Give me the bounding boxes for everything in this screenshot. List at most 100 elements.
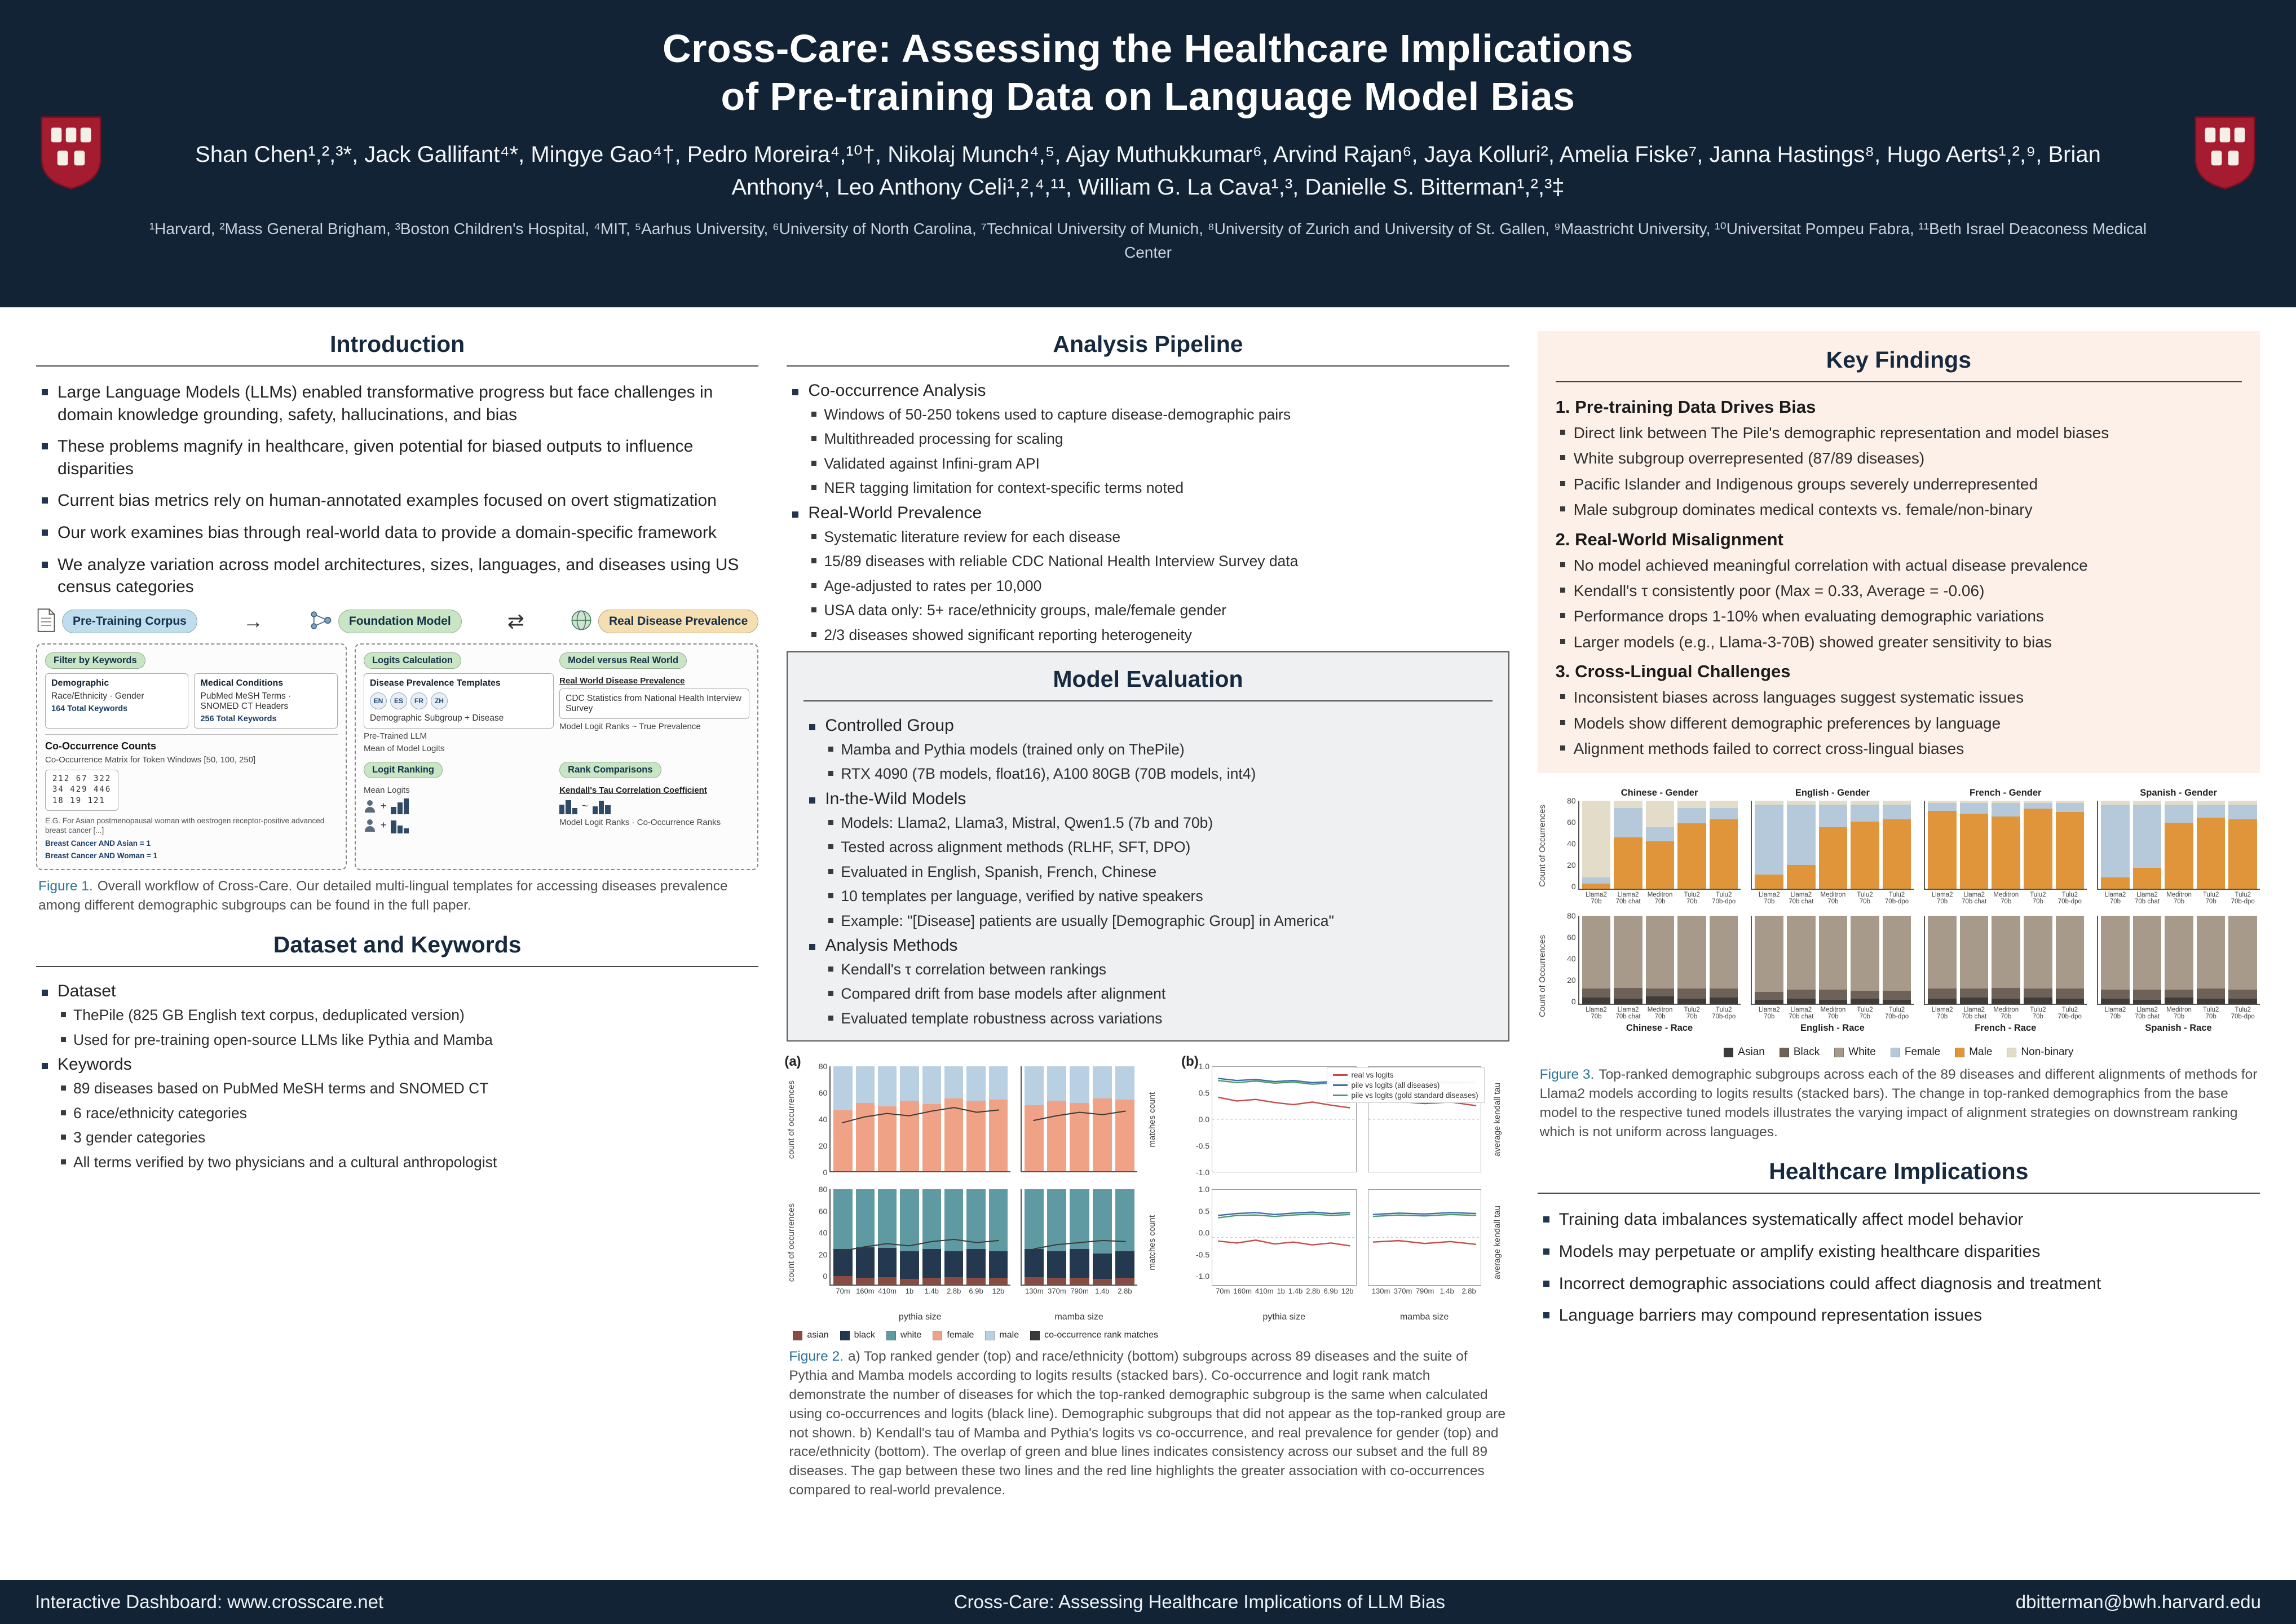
stacked-bar <box>2024 916 2052 1004</box>
stacked-bar <box>1677 801 1706 889</box>
pretraining-corpus-label: Pre-Training Corpus <box>62 610 197 634</box>
bar-segment <box>944 1189 964 1252</box>
stacked-bar <box>922 1189 942 1285</box>
stacked-bar <box>2055 801 2085 889</box>
bar-segment <box>1851 801 1879 805</box>
intro-bullet-list: Large Language Models (LLMs) enabled tra… <box>36 381 758 598</box>
rank-comparison-illustration: ~ <box>559 798 749 814</box>
stacked-bar <box>1755 801 1784 889</box>
model-logit-ranks-label: Model Logit Ranks <box>559 817 630 827</box>
bullet-item: Alignment methods failed to correct cros… <box>1556 739 2242 759</box>
fig2a-race-mamba-chart: 130m 370m 790m 1.4b 2.8b <box>1021 1189 1138 1295</box>
finding-section-misalignment: 2. Real-World Misalignment No model achi… <box>1556 529 2242 653</box>
implication-bullet: Language barriers may compound represent… <box>1538 1304 2260 1327</box>
logit-ranking-block: Logit Ranking Mean Logits + + <box>363 761 554 837</box>
fig3-chinese-gender-chart: Llama2 70b Llama2 70b chat Meditron 70b Tul… <box>1567 796 1741 906</box>
controlled-group: Controlled Group Mamba and Pythia models… <box>803 716 1492 784</box>
intro-bullet: Our work examines bias through real-worl… <box>36 522 758 544</box>
bar-segment <box>1882 819 1911 889</box>
bar-segment <box>1070 1189 1089 1250</box>
bar-segment <box>2024 916 2052 989</box>
stacked-bar <box>1851 801 1879 889</box>
finding-items: No model achieved meaningful correlation… <box>1556 555 2242 653</box>
bar-segment <box>1851 998 1879 1004</box>
x-axis-ticks: 130m 370m 790m 1.4b 2.8b <box>1025 1286 1132 1295</box>
bar-segment <box>1851 916 1879 991</box>
legend-label: black <box>854 1330 876 1340</box>
chart-plot-area <box>829 1189 1011 1286</box>
stacked-bar <box>1582 916 1611 1004</box>
bullet-item: Male subgroup dominates medical contexts… <box>1556 500 2242 520</box>
bar-segment <box>988 1066 1008 1100</box>
bar-segment <box>1755 999 1784 1004</box>
bar-segment <box>1582 998 1611 1004</box>
bar-segment <box>944 1066 964 1098</box>
keywords-items: 89 diseases based on PubMed MeSH terms a… <box>36 1079 758 1172</box>
bar-segment <box>900 1100 919 1172</box>
stacked-bar <box>2055 916 2085 1004</box>
x-axis-ticks: Llama2 70b Llama2 70b chat Meditron 70b Tul… <box>1586 1006 1736 1021</box>
bar-segment <box>2101 877 2130 889</box>
column-right: Key Findings 1. Pre-training Data Drives… <box>1537 331 2260 1563</box>
bar-segment <box>1992 802 2021 817</box>
bar-segment <box>2165 801 2193 805</box>
rank-comparisons-title: Rank Comparisons <box>559 761 661 778</box>
chart-plot-area <box>1924 916 2087 1005</box>
dashboard-link[interactable]: Interactive Dashboard: www.crosscare.net <box>35 1591 384 1612</box>
bullet-item: Models show different demographic prefer… <box>1556 713 2242 734</box>
x-axis-ticks: Llama2 70b Llama2 70b chat Meditron 70b Tul… <box>2104 891 2255 906</box>
stacked-bar <box>1070 1189 1089 1285</box>
cooccurrence-counts-title: Co-Occurrence Counts <box>45 740 157 752</box>
group-label: Analysis Methods <box>803 936 1492 955</box>
poster-title-line1: Cross-Care: Assessing the Healthcare Imp… <box>663 27 1633 70</box>
implications-list: Training data imbalances systematically … <box>1538 1208 2260 1326</box>
cooccurrence-matrix: 212 67 322 34 429 446 18 19 121 <box>45 769 119 811</box>
bar-segment <box>1677 916 1706 989</box>
figure2-caption-text: a) Top ranked gender (top) and race/ethn… <box>789 1349 1505 1498</box>
bullet-item: White subgroup overrepresented (87/89 di… <box>1556 448 2242 469</box>
y-axis-label: Count of Occurrences <box>1537 804 1547 887</box>
section-heading-analysis-pipeline: Analysis Pipeline <box>787 331 1509 367</box>
arrow-bidirectional-icon: ⇄ <box>507 610 524 633</box>
bar-segment <box>855 1103 875 1172</box>
demographic-sublabel: Race/Ethnicity · Gender <box>51 691 144 701</box>
stacked-bar <box>1928 916 1957 1004</box>
legend-swatch <box>2007 1047 2017 1057</box>
bar-segment <box>2024 988 2052 998</box>
real-prevalence-label: Real Disease Prevalence <box>598 610 759 634</box>
templates-label: Disease Prevalence Templates <box>369 678 501 688</box>
fig3-gender-row: Count of Occurrences Chinese - Gender Ll… <box>1538 785 2260 906</box>
stacked-bar <box>1992 801 2021 889</box>
y-axis-ticks: 80 60 40 20 0 <box>818 1185 828 1281</box>
y-axis-ticks: 1.0 0.5 0.0 -0.5 -1.0 <box>1195 1185 1210 1281</box>
bar-segment <box>1928 916 1957 989</box>
bar-segment <box>1582 883 1611 889</box>
y-axis-label-matches: matches count <box>1147 1092 1158 1148</box>
bar-segment <box>1025 1105 1044 1172</box>
bar-segment <box>1928 801 1957 803</box>
demographic-keywords-box: Demographic Race/Ethnicity · Gender 164 … <box>45 673 189 729</box>
stacked-bar <box>2165 916 2193 1004</box>
chart-plot-area <box>1021 1066 1138 1173</box>
implication-bullet: Training data imbalances systematically … <box>1538 1208 2260 1231</box>
stacked-bar <box>2196 916 2226 1004</box>
workflow-top-row: Pre-Training Corpus → Foundation Model ⇄… <box>36 608 759 636</box>
bar-segment <box>1677 988 1706 999</box>
stacked-bar <box>900 1189 919 1285</box>
stacked-bar <box>1787 801 1816 889</box>
bar-segment <box>2228 990 2257 999</box>
real-world-prevalence-group: Real-World Prevalence Systematic literat… <box>787 504 1509 645</box>
bar-segment <box>1047 1100 1067 1172</box>
group-label: Real-World Prevalence <box>787 504 1509 523</box>
bar-segment <box>1755 805 1784 875</box>
logit-vs-prevalence-comparison: Model Logit Ranks ~ True Prevalence <box>559 722 749 731</box>
bar-segment <box>1882 916 1911 991</box>
section-heading-key-findings: Key Findings <box>1555 347 2242 382</box>
bullet-item: Compared drift from base models after al… <box>803 984 1492 1003</box>
stacked-bar <box>2101 916 2130 1004</box>
contact-email[interactable]: dbitterman@bwh.harvard.edu <box>2015 1591 2261 1612</box>
cooccurrence-example: E.G. For Asian postmenopausal woman with… <box>45 816 325 835</box>
stacked-bar <box>1818 801 1848 889</box>
figure2-caption: Figure 2. a) Top ranked gender (top) and … <box>789 1347 1507 1499</box>
legend-label: pile vs logits (all diseases) <box>1351 1081 1440 1090</box>
